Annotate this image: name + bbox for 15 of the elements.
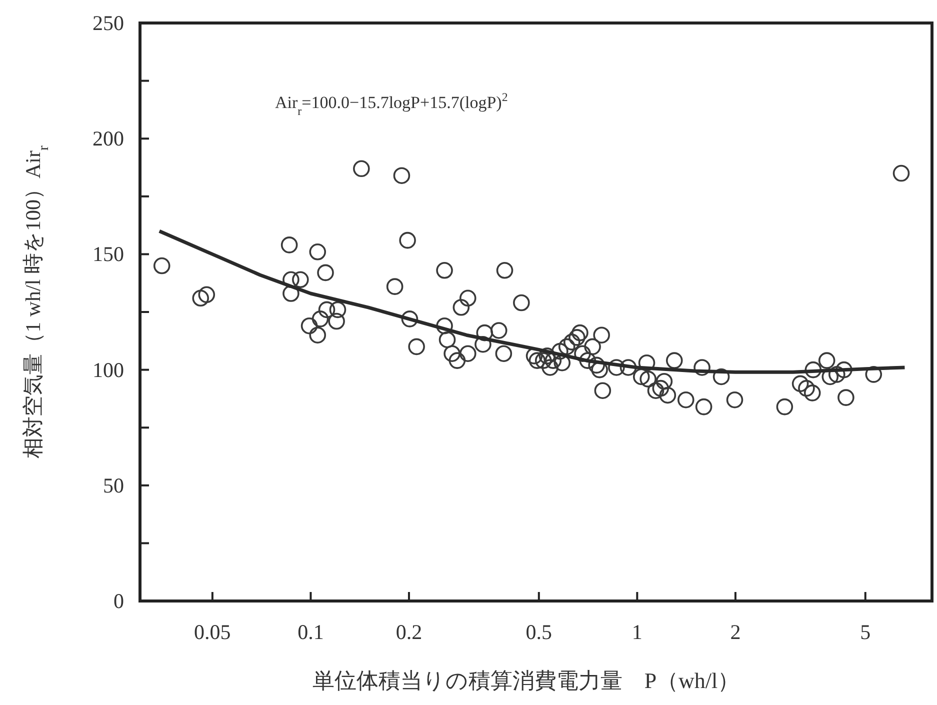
y-tick-label: 150 <box>92 242 124 266</box>
y-tick-label: 100 <box>92 358 124 382</box>
y-tick-label: 200 <box>92 126 124 151</box>
x-tick-label: 0.05 <box>194 620 231 644</box>
y-tick-label: 0 <box>114 589 124 613</box>
annotation: Air$_{r}$=100.0−15.7logP+15.7(logP)$^{2}$ <box>275 90 508 118</box>
x-tick-label: 0.5 <box>526 620 552 644</box>
x-tick-label: 0.1 <box>298 620 324 644</box>
x-tick-label: 0.2 <box>396 620 422 644</box>
y-tick-label: 250 <box>92 11 124 35</box>
x-tick-label: 1 <box>632 620 642 644</box>
x-axis-title: 単位体積当りの積算消費電力量 P（wh/l） <box>312 668 740 693</box>
x-tick-label: 2 <box>730 620 741 644</box>
x-tick-label: 5 <box>860 620 871 644</box>
y-tick-label: 50 <box>103 473 124 498</box>
